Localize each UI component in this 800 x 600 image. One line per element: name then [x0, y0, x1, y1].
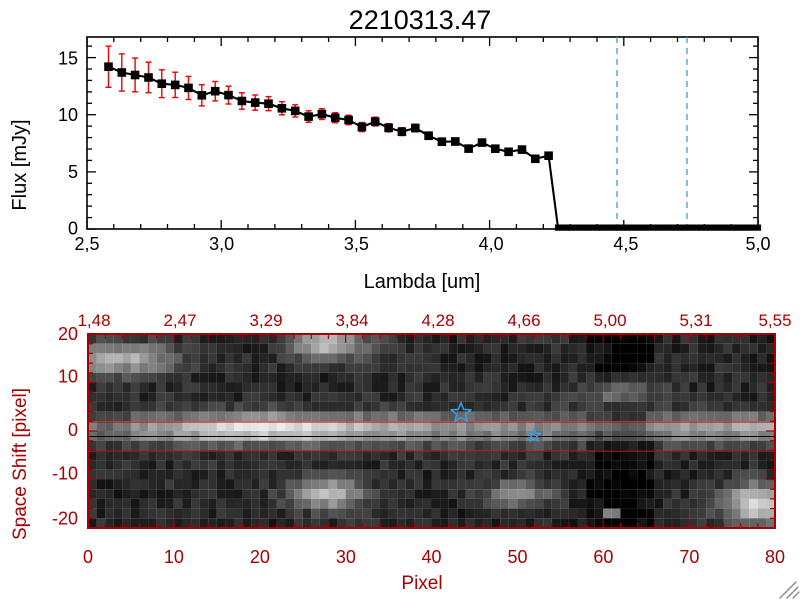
- svg-text:5,00: 5,00: [593, 311, 626, 330]
- svg-text:2,5: 2,5: [74, 234, 99, 254]
- svg-text:-10: -10: [52, 464, 78, 484]
- svg-text:4,0: 4,0: [479, 234, 504, 254]
- svg-text:0: 0: [68, 219, 78, 239]
- svg-text:2210313.47: 2210313.47: [349, 5, 492, 35]
- svg-text:5,0: 5,0: [745, 234, 770, 254]
- svg-text:1,48: 1,48: [77, 311, 110, 330]
- svg-text:5: 5: [68, 162, 78, 182]
- svg-text:5,55: 5,55: [758, 311, 791, 330]
- svg-text:70: 70: [679, 547, 699, 567]
- svg-text:-20: -20: [52, 509, 78, 529]
- svg-text:0: 0: [68, 420, 78, 440]
- svg-text:4,5: 4,5: [613, 234, 638, 254]
- svg-text:10: 10: [58, 367, 78, 387]
- svg-text:3,84: 3,84: [335, 311, 368, 330]
- svg-text:Lambda [um]: Lambda [um]: [364, 271, 481, 293]
- svg-text:3,5: 3,5: [344, 234, 369, 254]
- svg-text:4,66: 4,66: [507, 311, 540, 330]
- svg-text:4,28: 4,28: [421, 311, 454, 330]
- svg-text:20: 20: [58, 324, 78, 344]
- svg-text:3,29: 3,29: [249, 311, 282, 330]
- svg-text:3,0: 3,0: [209, 234, 234, 254]
- svg-text:Pixel: Pixel: [401, 573, 442, 594]
- svg-text:5,31: 5,31: [679, 311, 712, 330]
- svg-text:10: 10: [164, 547, 184, 567]
- svg-text:60: 60: [593, 547, 613, 567]
- svg-text:80: 80: [765, 547, 785, 567]
- svg-text:2,47: 2,47: [163, 311, 196, 330]
- svg-text:40: 40: [421, 547, 441, 567]
- svg-text:30: 30: [336, 547, 356, 567]
- svg-text:10: 10: [58, 105, 78, 125]
- svg-text:Flux [mJy]: Flux [mJy]: [9, 119, 31, 210]
- svg-text:15: 15: [58, 48, 78, 68]
- svg-text:0: 0: [83, 547, 93, 567]
- svg-text:20: 20: [250, 547, 270, 567]
- svg-text:50: 50: [507, 547, 527, 567]
- svg-text:Space Shift [pixel]: Space Shift [pixel]: [10, 388, 31, 540]
